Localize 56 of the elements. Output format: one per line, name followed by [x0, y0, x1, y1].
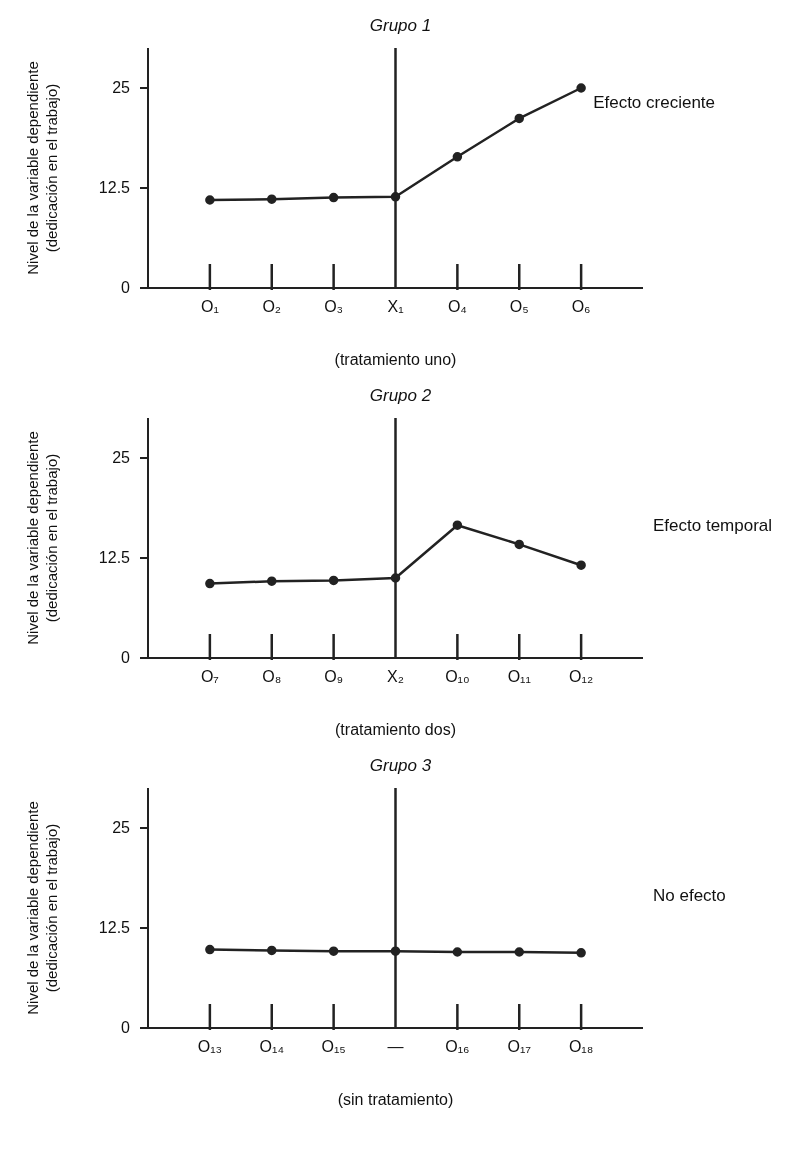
x-tick-label: O₆: [571, 298, 591, 315]
point: [514, 113, 524, 124]
x-tick-label: O₁₂: [569, 668, 594, 685]
x-tick-label: O₂: [262, 298, 282, 315]
y-tick-label: 25: [112, 79, 131, 96]
x-axis-title: (tratamiento dos): [335, 721, 456, 739]
point: [452, 152, 463, 162]
x-tick-label: O₃: [324, 298, 344, 315]
x-tick-label: O₁₃: [197, 1038, 223, 1055]
y-tick-label: 25: [112, 819, 131, 836]
x-tick-label: O₁₁: [507, 668, 531, 685]
point: [576, 83, 586, 93]
x-tick-label: X₁: [387, 298, 404, 315]
text: No efecto: [653, 886, 726, 906]
chart-title: Grupo 1: [368, 16, 433, 36]
point: [205, 195, 215, 205]
chart-title: Grupo 2: [368, 386, 433, 406]
point: [328, 575, 339, 586]
x-tick-label: O₅: [509, 298, 529, 315]
x-tick-label: O₉: [324, 668, 344, 685]
y-tick-label: 12.5: [98, 179, 131, 196]
point: [390, 573, 401, 583]
point: [267, 576, 277, 586]
y-axis-title: Nivel de la variable dependiente (dedicación en el trabajo): [24, 61, 60, 275]
x-tick-label: O₇: [200, 668, 219, 685]
x-tick-label: O₄: [447, 298, 467, 315]
point: [205, 578, 215, 589]
y-tick-label: 12.5: [98, 549, 131, 566]
y-tick-label: 12.5: [98, 919, 131, 936]
point: [514, 539, 524, 550]
x-tick-label: X₂: [387, 668, 404, 685]
x-tick-label: O₁₀: [445, 668, 470, 685]
point: [328, 192, 339, 203]
point: [267, 194, 277, 204]
y-tick-label: 0: [121, 279, 131, 296]
point: [452, 520, 463, 530]
x-tick-label: O₁₈: [568, 1038, 594, 1055]
point: [576, 560, 586, 570]
point: [390, 192, 401, 202]
x-tick-label: —: [387, 1038, 404, 1055]
x-tick-label: O₁₇: [507, 1038, 531, 1055]
x-tick-label: O₁: [200, 298, 219, 315]
chart-title: Grupo 3: [368, 756, 433, 776]
y-tick-label: 0: [121, 1019, 131, 1036]
x-tick-label: O₁₅: [321, 1038, 346, 1055]
y-tick-label: 0: [121, 649, 131, 666]
x-tick-label: O₁₄: [259, 1038, 284, 1055]
y-axis-title: Nivel de la variable dependiente (dedicación en el trabajo): [24, 431, 60, 645]
y-axis-title: Nivel de la variable dependiente (dedicación en el trabajo): [24, 801, 60, 1015]
annotation: Efecto creciente: [593, 93, 716, 113]
x-axis-title: (sin tratamiento): [337, 1091, 454, 1109]
text: Efecto temporal: [653, 516, 773, 536]
x-tick-label: O₁₆: [445, 1038, 470, 1055]
x-tick-label: O₈: [262, 668, 282, 685]
y-tick-label: 25: [112, 449, 131, 466]
x-axis-title: (tratamiento uno): [334, 351, 457, 369]
